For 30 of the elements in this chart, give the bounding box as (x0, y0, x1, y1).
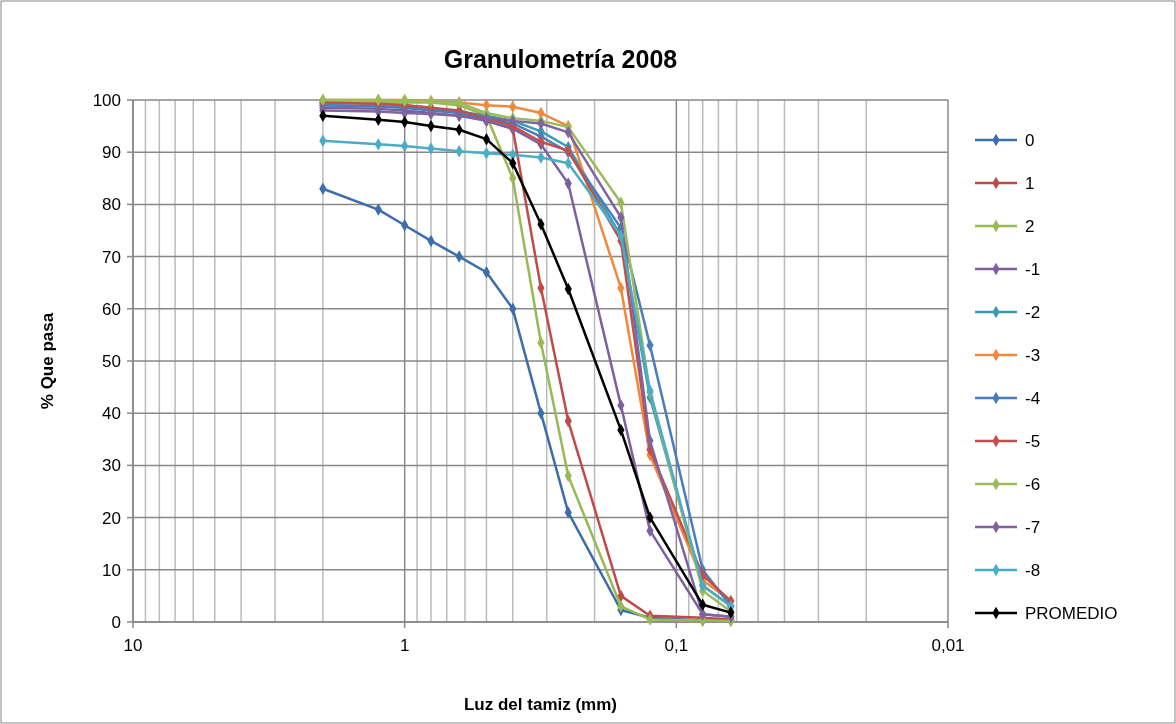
legend-label: 1 (1025, 174, 1035, 193)
y-tick-label: 60 (102, 299, 121, 319)
x-axis-title: Luz del tamiz (mm) (463, 695, 618, 714)
legend-label: 0 (1025, 131, 1035, 150)
legend-label: PROMEDIO (1025, 604, 1118, 623)
x-tick-label: 0,1 (664, 636, 689, 655)
y-tick-label: 40 (102, 404, 121, 424)
y-tick-label: 0 (111, 613, 121, 632)
legend-label: 2 (1025, 217, 1035, 236)
y-tick-label: 80 (102, 195, 121, 215)
x-tick-label: 0,01 (931, 636, 965, 655)
legend-label: -2 (1025, 303, 1041, 322)
legend-label: -6 (1025, 475, 1041, 494)
y-tick-label: 70 (102, 247, 121, 267)
legend-label: -3 (1025, 346, 1041, 365)
legend-label: -1 (1025, 260, 1041, 279)
legend-label: -5 (1025, 432, 1041, 451)
x-tick-label: 1 (399, 636, 410, 655)
legend-label: -7 (1025, 518, 1041, 537)
y-tick-label: 30 (102, 456, 121, 476)
y-tick-label: 50 (102, 352, 121, 371)
legend-label: -4 (1025, 389, 1041, 408)
y-axis-title: % Que pasa (38, 312, 57, 410)
y-tick-label: 10 (102, 560, 121, 580)
chart-title: Granulometría 2008 (443, 45, 678, 73)
x-tick-label: 10 (123, 636, 143, 655)
y-tick-label: 90 (102, 143, 121, 163)
y-tick-label: 100 (92, 91, 121, 110)
y-tick-label: 20 (102, 508, 121, 528)
legend-label: -8 (1025, 561, 1041, 580)
